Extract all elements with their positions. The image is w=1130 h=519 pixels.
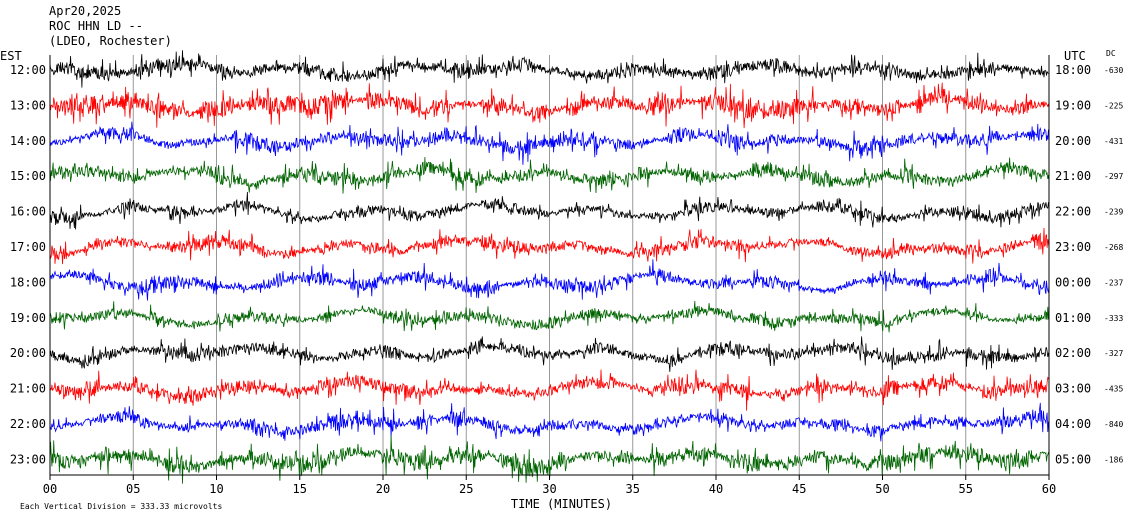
utc-time-label: 04:00 xyxy=(1055,417,1091,431)
trace-line xyxy=(49,402,1050,442)
utc-time-label: 22:00 xyxy=(1055,205,1091,219)
dc-offset-label: -225 xyxy=(1104,101,1123,110)
trace-line xyxy=(49,82,1050,129)
right-timezone-label: UTC xyxy=(1064,49,1086,63)
est-time-label: 15:00 xyxy=(10,169,46,183)
labels: 12:00 18:00 -630 13:00 19:00 -225 14:00 20:00 -4… xyxy=(0,49,1123,511)
est-time-label: 20:00 xyxy=(10,346,46,360)
est-time-label: 14:00 xyxy=(10,134,46,148)
utc-time-label: 21:00 xyxy=(1055,169,1091,183)
utc-time-label: 23:00 xyxy=(1055,240,1091,254)
x-tick-label: 05 xyxy=(126,482,140,496)
est-time-label: 16:00 xyxy=(10,205,46,219)
dc-offset-label: -431 xyxy=(1104,137,1123,146)
utc-time-label: 05:00 xyxy=(1055,452,1091,466)
trace-line xyxy=(49,300,1050,333)
trace-line xyxy=(49,156,1050,194)
axes xyxy=(49,55,1050,480)
dc-offset-label: -186 xyxy=(1104,455,1123,464)
dc-offset-label: -630 xyxy=(1104,66,1123,75)
dc-offset-label: -268 xyxy=(1104,243,1123,252)
est-time-label: 12:00 xyxy=(10,63,46,77)
dc-offset-label: -327 xyxy=(1104,349,1123,358)
trace-line xyxy=(49,121,1050,165)
x-tick-label: 10 xyxy=(209,482,223,496)
dc-offset-label: -333 xyxy=(1104,314,1123,323)
scale-note: Each Vertical Division = 333.33 microvol… xyxy=(20,502,222,511)
trace-line xyxy=(49,336,1050,372)
chart-date: Apr20,2025 xyxy=(49,4,122,18)
trace-line xyxy=(49,259,1050,301)
x-tick-label: 25 xyxy=(459,482,473,496)
dc-offset-label: -297 xyxy=(1104,172,1123,181)
x-tick-label: 45 xyxy=(792,482,806,496)
utc-time-label: 19:00 xyxy=(1055,98,1091,112)
station-location: (LDEO, Rochester) xyxy=(49,34,172,48)
grid-lines xyxy=(49,55,1050,475)
x-tick-label: 15 xyxy=(293,482,307,496)
x-tick-label: 20 xyxy=(376,482,390,496)
trace-line xyxy=(49,369,1050,411)
traces xyxy=(49,50,1050,484)
utc-time-label: 01:00 xyxy=(1055,311,1091,325)
x-tick-label: 40 xyxy=(709,482,723,496)
utc-time-label: 20:00 xyxy=(1055,134,1091,148)
dc-offset-label: -237 xyxy=(1104,278,1123,287)
x-tick-label: 60 xyxy=(1042,482,1056,496)
dc-offset-label: -435 xyxy=(1104,385,1123,394)
utc-time-label: 02:00 xyxy=(1055,346,1091,360)
left-timezone-label: EST xyxy=(0,49,22,63)
est-time-label: 23:00 xyxy=(10,452,46,466)
x-tick-label: 50 xyxy=(875,482,889,496)
station-code: ROC HHN LD -- xyxy=(49,19,143,33)
trace-line xyxy=(49,227,1050,265)
x-tick-label: 55 xyxy=(959,482,973,496)
est-time-label: 17:00 xyxy=(10,240,46,254)
est-time-label: 13:00 xyxy=(10,98,46,112)
trace-line xyxy=(49,50,1050,88)
utc-time-label: 00:00 xyxy=(1055,275,1091,289)
x-tick-label: 35 xyxy=(626,482,640,496)
trace-line xyxy=(49,435,1050,484)
est-time-label: 19:00 xyxy=(10,311,46,325)
x-tick-label: 00 xyxy=(43,482,57,496)
trace-line xyxy=(49,191,1050,230)
x-tick-label: 30 xyxy=(542,482,556,496)
dc-header-label: DC xyxy=(1106,49,1116,58)
dc-offset-label: -239 xyxy=(1104,208,1123,217)
x-axis-label: TIME (MINUTES) xyxy=(511,497,612,511)
est-time-label: 22:00 xyxy=(10,417,46,431)
dc-offset-label: -840 xyxy=(1104,420,1123,429)
utc-time-label: 18:00 xyxy=(1055,63,1091,77)
est-time-label: 18:00 xyxy=(10,275,46,289)
est-time-label: 21:00 xyxy=(10,382,46,396)
utc-time-label: 03:00 xyxy=(1055,382,1091,396)
